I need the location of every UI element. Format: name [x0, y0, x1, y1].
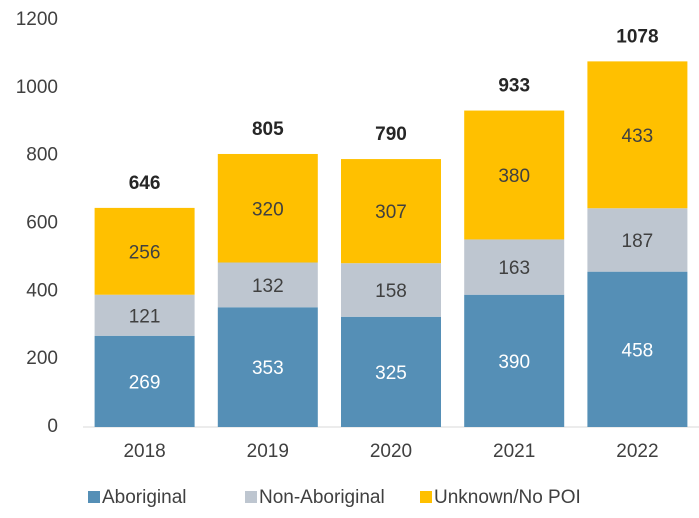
- data-label: 320: [252, 199, 284, 220]
- data-label: 307: [375, 202, 407, 223]
- bar-segment: [94, 207, 195, 295]
- bar-segment: [587, 208, 688, 272]
- y-tick-label: 200: [26, 348, 58, 369]
- y-tick-label: 0: [47, 416, 58, 437]
- x-tick-label: 2019: [247, 441, 289, 462]
- bar-segment: [341, 316, 441, 427]
- legend-label: Non-Aboriginal: [259, 487, 385, 508]
- total-label: 790: [375, 124, 407, 145]
- legend-swatch: [245, 491, 257, 503]
- data-label: 187: [622, 231, 654, 252]
- y-tick-label: 600: [26, 213, 58, 234]
- legend-swatch: [88, 491, 100, 503]
- data-label: 269: [129, 372, 161, 393]
- bar-segment: [217, 262, 318, 308]
- x-tick-label: 2021: [493, 441, 535, 462]
- data-label: 121: [129, 306, 161, 327]
- bar-segment: [341, 263, 441, 317]
- bar-segment: [94, 294, 195, 336]
- legend-label: Unknown/No POI: [434, 487, 581, 508]
- total-label: 646: [129, 173, 161, 194]
- x-tick-label: 2018: [123, 441, 165, 462]
- bar-segment: [217, 307, 318, 427]
- y-tick-label: 800: [26, 145, 58, 166]
- y-tick-label: 1000: [16, 77, 58, 98]
- bar-segment: [464, 239, 565, 295]
- data-label: 163: [498, 258, 530, 279]
- bar-segment: [587, 271, 688, 427]
- data-label: 433: [622, 126, 654, 147]
- total-label: 1078: [616, 26, 658, 47]
- data-label: 325: [375, 363, 407, 384]
- total-label: 805: [252, 119, 284, 140]
- y-tick-label: 1200: [16, 9, 58, 30]
- bar-segment: [587, 61, 688, 209]
- y-tick-label: 400: [26, 280, 58, 301]
- data-label: 132: [252, 276, 284, 297]
- x-tick-label: 2022: [616, 441, 658, 462]
- data-label: 458: [622, 340, 654, 361]
- data-label: 353: [252, 358, 284, 379]
- x-tick-label: 2020: [370, 441, 412, 462]
- data-label: 390: [498, 352, 530, 373]
- data-label: 380: [498, 166, 530, 187]
- data-label: 158: [375, 281, 407, 302]
- total-label: 933: [498, 76, 530, 97]
- bar-segment: [94, 335, 195, 427]
- legend-swatch: [420, 491, 432, 503]
- data-label: 256: [129, 242, 161, 263]
- bar-segment: [464, 110, 565, 240]
- bar-segment: [464, 294, 565, 427]
- bar-segment: [217, 153, 318, 263]
- bar-segment: [341, 159, 441, 264]
- legend-label: Aboriginal: [102, 487, 187, 508]
